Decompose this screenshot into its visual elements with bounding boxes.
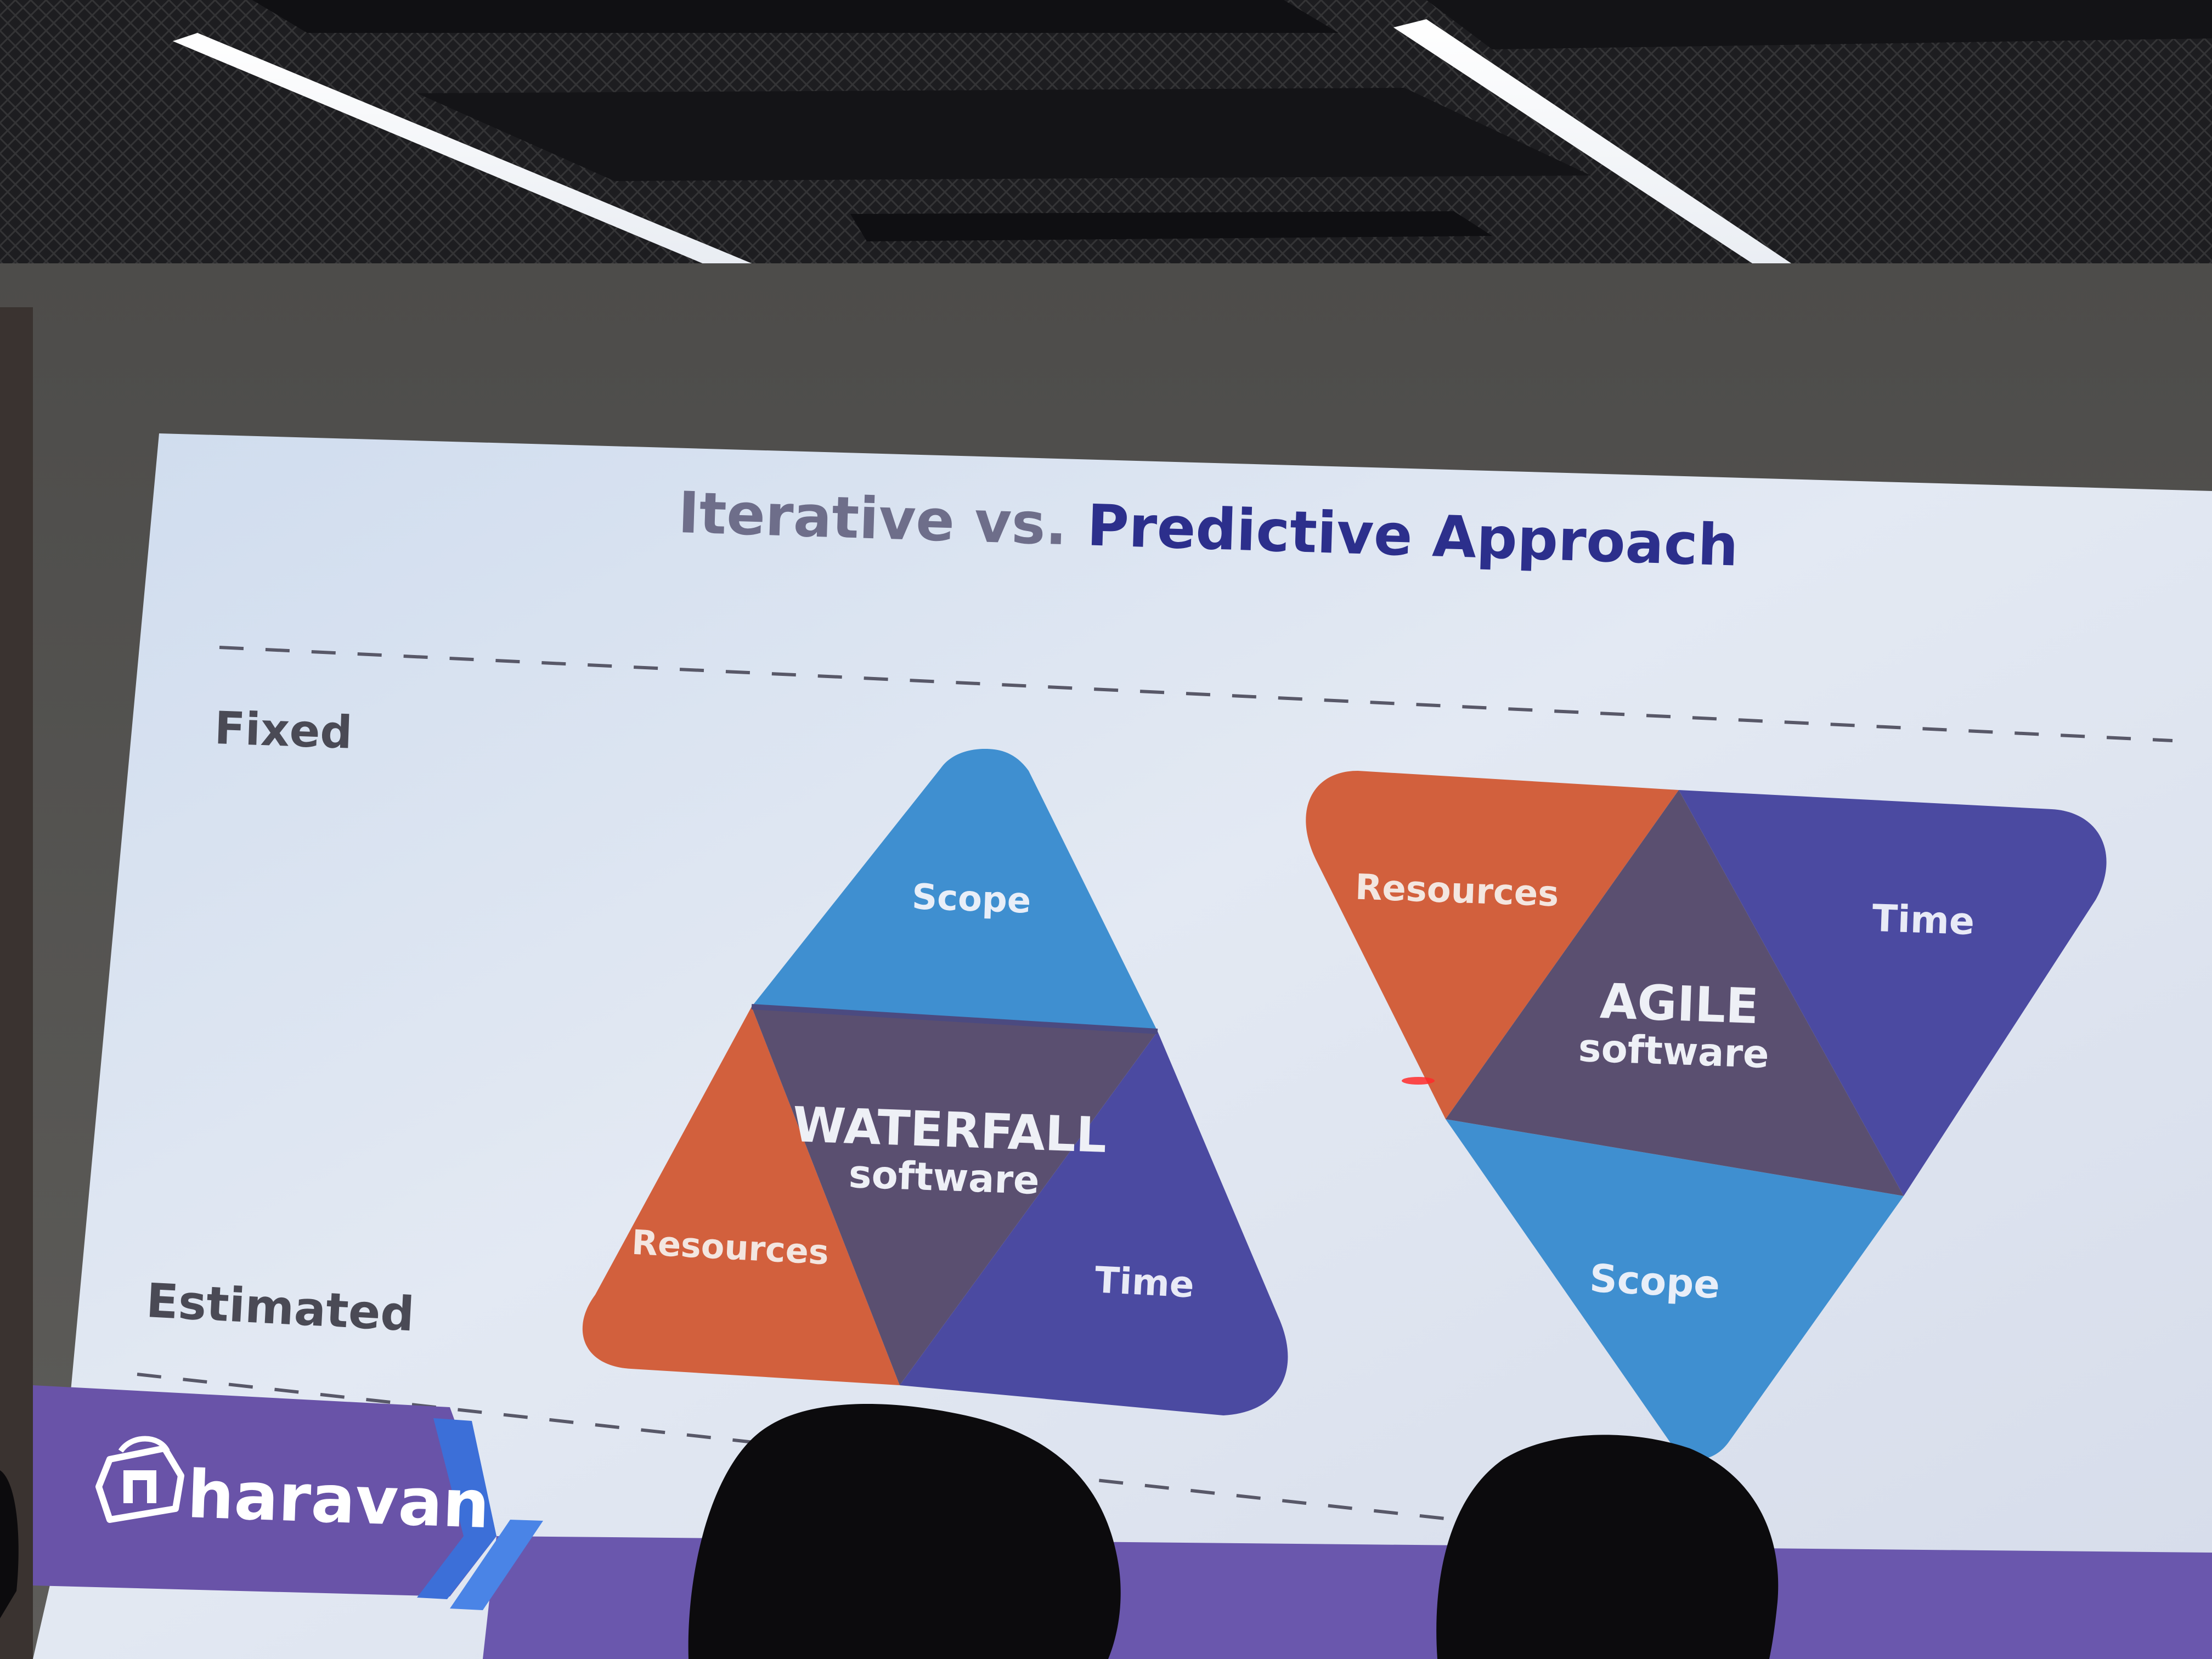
agile-time-segment (1679, 790, 2107, 1196)
audience-heads (0, 1403, 1779, 1659)
projected-slide: haravan Iterative vs. Predictive Approac… (33, 433, 2212, 1659)
waterfall-time-label: Time (1094, 1259, 1195, 1306)
estimated-dashed-line (137, 1373, 2102, 1593)
waterfall-subtitle: software (848, 1152, 1040, 1203)
waterfall-scope-label: Scope (911, 877, 1032, 922)
ceiling-light-left (173, 33, 752, 277)
audience-head-right (1436, 1435, 1779, 1659)
haravan-logo-text: haravan (186, 1457, 491, 1543)
audience-head-edge (0, 1470, 19, 1618)
fixed-label: Fixed (213, 702, 353, 759)
wall-edge (0, 307, 33, 1659)
agile-scope-segment (1446, 1119, 1904, 1459)
ceiling (0, 0, 2212, 291)
agile-center-segment (1446, 790, 1904, 1196)
waterfall-triangle (582, 749, 1288, 1415)
slide-title: Iterative vs. Predictive Approach (677, 479, 1739, 579)
waterfall-resources-segment (582, 1007, 900, 1385)
waterfall-center-segment (752, 1007, 1158, 1385)
haravan-logo-icon (95, 1436, 184, 1523)
agile-title: AGILE (1599, 973, 1760, 1035)
agile-resources-segment (1306, 771, 1679, 1119)
agile-triangle (1306, 771, 2107, 1459)
waterfall-scope-segment (752, 749, 1158, 1031)
laser-pointer-dot (1402, 1077, 1435, 1085)
title-iterative: Iterative vs. (677, 479, 1088, 558)
agile-subtitle: software (1578, 1025, 1770, 1077)
audience-head-left (688, 1403, 1121, 1659)
waterfall-time-segment (900, 1031, 1288, 1415)
agile-resources-label: Resources (1355, 867, 1560, 915)
agile-time-label: Time (1871, 897, 1975, 944)
agile-scope-label: Scope (1588, 1256, 1721, 1307)
ceiling-light-right (1393, 19, 1816, 291)
waterfall-title: WATERFALL (792, 1096, 1108, 1164)
fixed-dashed-line (219, 646, 2173, 742)
